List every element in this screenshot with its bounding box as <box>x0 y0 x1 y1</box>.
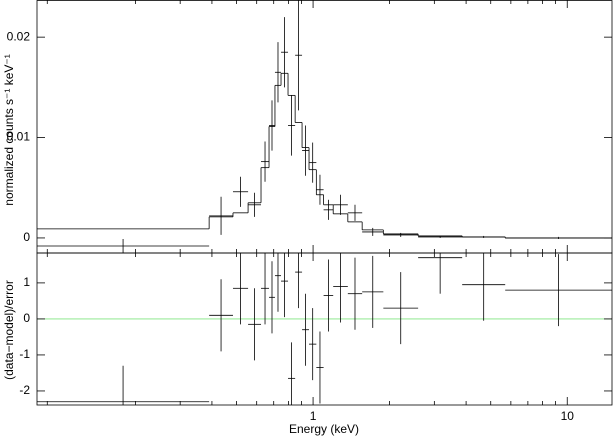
y-tick-label: -1 <box>19 347 30 361</box>
y-axis-label: (data−model)/error <box>2 280 16 380</box>
y-tick-label: 0.02 <box>7 29 31 43</box>
x-tick-label: 1 <box>310 409 317 423</box>
bottom-frame <box>36 252 613 406</box>
spectrum-panel <box>37 0 612 253</box>
y-tick-label: 1 <box>23 275 30 289</box>
y-axis-label: normalized counts s⁻¹ keV⁻¹ <box>2 54 16 205</box>
y-tick-label: 0.01 <box>7 130 31 144</box>
x-axis-label: Energy (keV) <box>289 422 359 436</box>
y-tick-label: 0 <box>23 311 30 325</box>
residual-panel <box>37 253 612 405</box>
y-tick-label: -2 <box>19 383 30 397</box>
top-frame <box>36 0 613 254</box>
x-tick-label: 10 <box>561 409 575 423</box>
y-tick-label: 0 <box>23 230 30 244</box>
